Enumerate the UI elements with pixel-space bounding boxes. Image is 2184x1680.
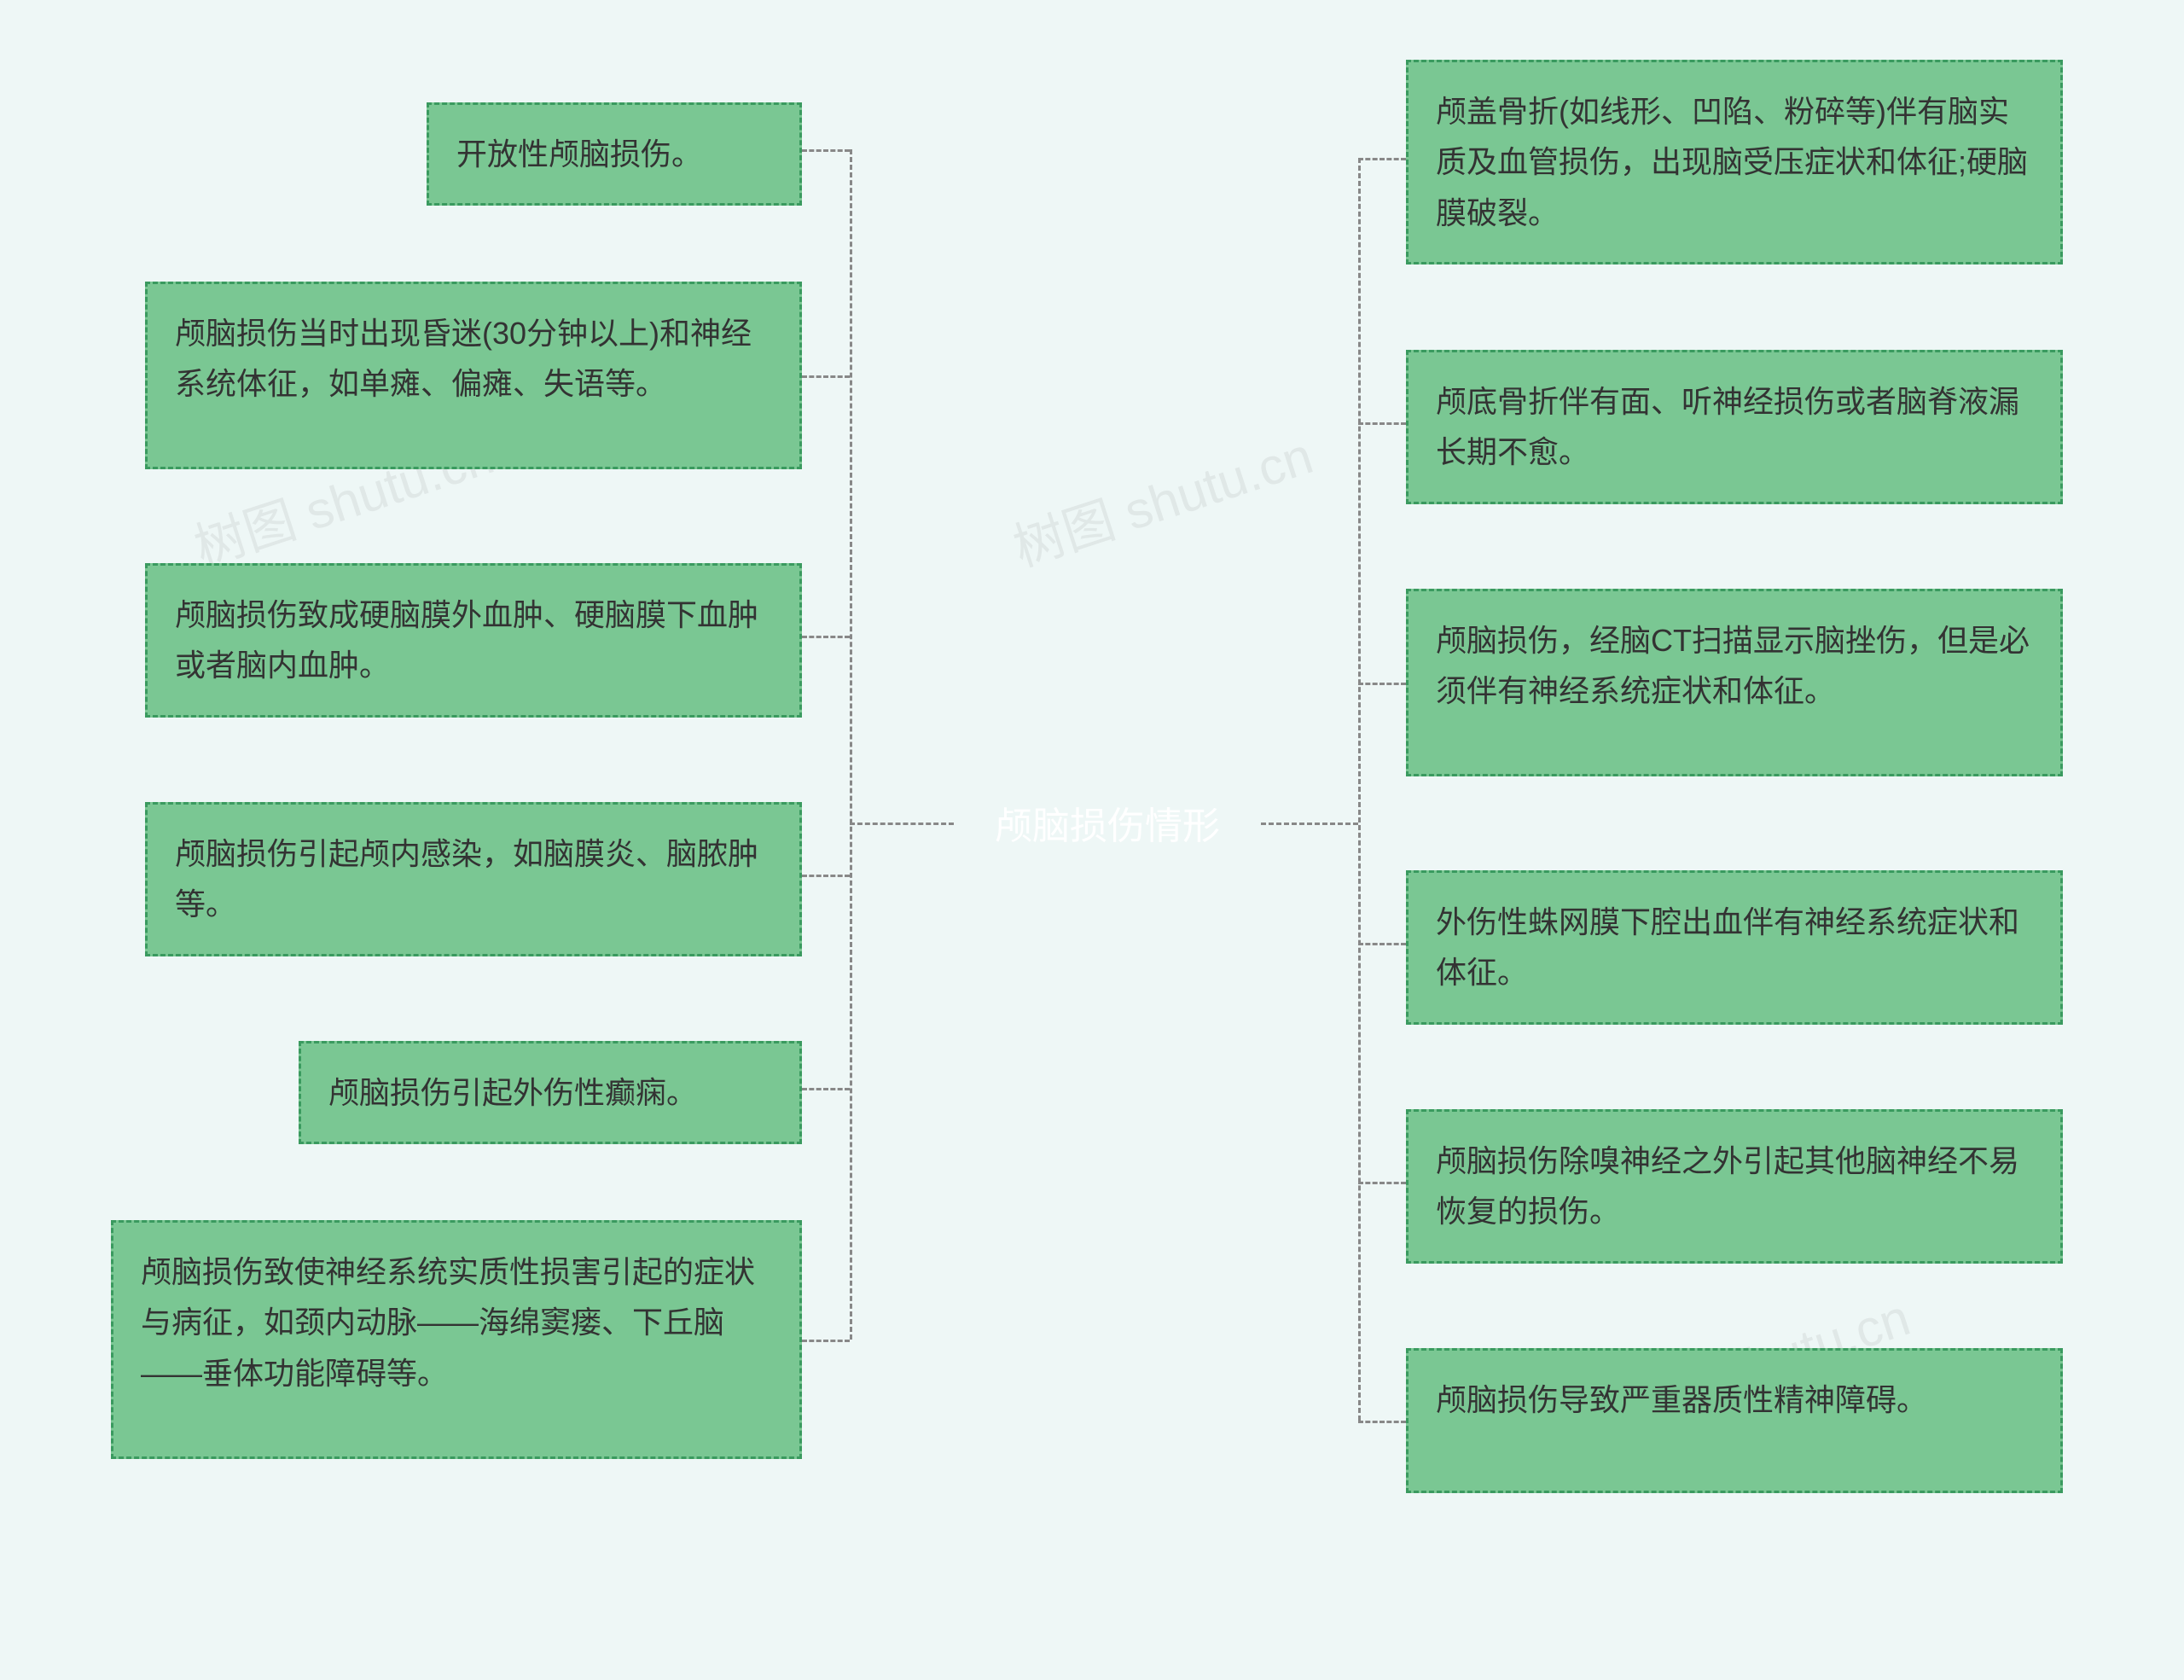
- connector-center-stub: [1261, 823, 1358, 825]
- connector-branch-stub: [1358, 422, 1406, 425]
- connector-branch-stub: [802, 1088, 850, 1090]
- node-label: 颅盖骨折(如线形、凹陷、粉碎等)伴有脑实质及血管损伤，出现脑受压症状和体征;硬脑…: [1436, 94, 2028, 230]
- connector-branch-stub: [802, 636, 850, 638]
- right-node[interactable]: 颅脑损伤导致严重器质性精神障碍。: [1406, 1348, 2063, 1493]
- node-label: 颅脑损伤导致严重器质性精神障碍。: [1436, 1382, 1927, 1417]
- connector-branch-stub: [1358, 158, 1406, 160]
- node-label: 颅脑损伤，经脑CT扫描显示脑挫伤，但是必须伴有神经系统症状和体征。: [1436, 623, 2030, 708]
- connector-branch-stub: [802, 375, 850, 378]
- mindmap-canvas: 树图 shutu.cn树图 shutu.cn树图 shutu.cn树图 shut…: [0, 0, 2184, 1680]
- connector-trunk: [850, 149, 852, 1340]
- left-node[interactable]: 颅脑损伤引起外伤性癫痫。: [299, 1041, 802, 1144]
- right-node[interactable]: 外伤性蛛网膜下腔出血伴有神经系统症状和体征。: [1406, 870, 2063, 1025]
- node-label: 开放性颅脑损伤。: [456, 137, 702, 171]
- node-label: 颅脑损伤当时出现昏迷(30分钟以上)和神经系统体征，如单瘫、偏瘫、失语等。: [175, 316, 752, 401]
- left-node[interactable]: 开放性颅脑损伤。: [427, 102, 802, 206]
- node-label: 颅脑损伤除嗅神经之外引起其他脑神经不易恢复的损伤。: [1436, 1143, 2019, 1229]
- connector-branch-stub: [802, 1340, 850, 1342]
- node-label: 颅脑损伤致使神经系统实质性损害引起的症状与病征，如颈内动脉——海绵窦瘘、下丘脑—…: [141, 1254, 755, 1391]
- connector-branch-stub: [1358, 1182, 1406, 1184]
- connector-trunk: [1358, 158, 1361, 1421]
- center-node[interactable]: 颅脑损伤情形: [954, 772, 1261, 873]
- left-node[interactable]: 颅脑损伤引起颅内感染，如脑膜炎、脑脓肿等。: [145, 802, 802, 956]
- connector-branch-stub: [802, 875, 850, 877]
- right-node[interactable]: 颅脑损伤除嗅神经之外引起其他脑神经不易恢复的损伤。: [1406, 1109, 2063, 1264]
- center-node-label: 颅脑损伤情形: [995, 795, 1220, 850]
- node-label: 颅脑损伤引起颅内感染，如脑膜炎、脑脓肿等。: [175, 836, 758, 921]
- node-label: 外伤性蛛网膜下腔出血伴有神经系统症状和体征。: [1436, 904, 2019, 990]
- node-label: 颅底骨折伴有面、听神经损伤或者脑脊液漏长期不愈。: [1436, 384, 2019, 469]
- right-node[interactable]: 颅脑损伤，经脑CT扫描显示脑挫伤，但是必须伴有神经系统症状和体征。: [1406, 589, 2063, 776]
- connector-branch-stub: [1358, 1421, 1406, 1423]
- left-node[interactable]: 颅脑损伤当时出现昏迷(30分钟以上)和神经系统体征，如单瘫、偏瘫、失语等。: [145, 282, 802, 469]
- connector-branch-stub: [802, 149, 850, 152]
- left-node[interactable]: 颅脑损伤致成硬脑膜外血肿、硬脑膜下血肿或者脑内血肿。: [145, 563, 802, 718]
- connector-branch-stub: [1358, 943, 1406, 945]
- watermark: 树图 shutu.cn: [1002, 415, 1321, 581]
- node-label: 颅脑损伤致成硬脑膜外血肿、硬脑膜下血肿或者脑内血肿。: [175, 597, 758, 683]
- connector-center-stub: [850, 823, 954, 825]
- connector-branch-stub: [1358, 683, 1406, 685]
- right-node[interactable]: 颅底骨折伴有面、听神经损伤或者脑脊液漏长期不愈。: [1406, 350, 2063, 504]
- left-node[interactable]: 颅脑损伤致使神经系统实质性损害引起的症状与病征，如颈内动脉——海绵窦瘘、下丘脑—…: [111, 1220, 802, 1459]
- right-node[interactable]: 颅盖骨折(如线形、凹陷、粉碎等)伴有脑实质及血管损伤，出现脑受压症状和体征;硬脑…: [1406, 60, 2063, 264]
- node-label: 颅脑损伤引起外伤性癫痫。: [328, 1075, 697, 1110]
